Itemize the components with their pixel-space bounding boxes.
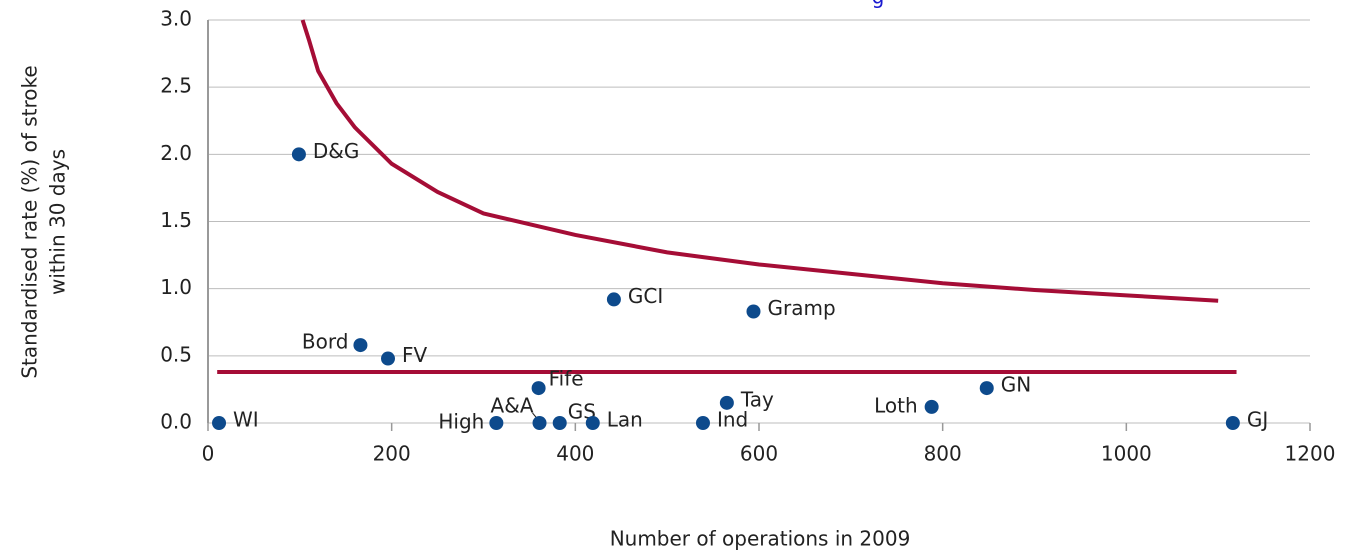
data-point <box>1225 416 1240 430</box>
x-tick-label: 1200 <box>1285 442 1336 466</box>
point-label: Fife <box>549 367 584 391</box>
point-label: Gramp <box>767 296 835 320</box>
x-tick-label: 200 <box>373 442 411 466</box>
data-point <box>924 399 939 414</box>
data-point <box>291 147 306 162</box>
y-tick-label: 2.0 <box>160 141 192 165</box>
data-point <box>695 416 710 430</box>
data-point <box>353 338 368 353</box>
y-axis-label-line: within 30 days <box>46 149 70 295</box>
x-tick-label: 600 <box>740 442 778 466</box>
point-label: FV <box>402 343 428 367</box>
point-label: GJ <box>1247 408 1268 432</box>
point-label: D&G <box>313 139 360 163</box>
y-tick-label: 0.0 <box>160 410 192 434</box>
data-point <box>585 416 600 430</box>
x-tick-label: 1000 <box>1101 442 1152 466</box>
y-axis-label-line: Standardised rate (%) of stroke <box>18 65 42 378</box>
x-tick-label: 0 <box>202 442 215 466</box>
point-label: Lan <box>607 408 643 432</box>
point-label: WI <box>233 408 259 432</box>
y-tick-label: 0.5 <box>160 342 192 366</box>
point-label: Tay <box>740 387 774 411</box>
y-tick-label: 1.5 <box>160 208 192 232</box>
data-point <box>552 416 567 430</box>
y-tick-label: 1.0 <box>160 275 192 299</box>
data-point <box>719 395 734 410</box>
data-point <box>746 304 761 319</box>
point-label: High <box>438 410 484 434</box>
point-label: GN <box>1001 373 1031 397</box>
data-point <box>531 381 546 396</box>
x-tick-label: 800 <box>924 442 962 466</box>
data-point <box>979 381 994 396</box>
point-label: GCI <box>628 284 663 308</box>
x-axis-label: Number of operations in 2009 <box>610 527 911 551</box>
data-point <box>380 351 395 366</box>
limit-line <box>300 19 1219 303</box>
x-tick-label: 400 <box>556 442 594 466</box>
chart-title: g <box>872 0 885 9</box>
point-label: Ind <box>717 408 748 432</box>
y-tick-label: 3.0 <box>160 7 192 31</box>
point-label: Loth <box>874 393 918 417</box>
y-tick-label: 2.5 <box>160 74 192 98</box>
data-point <box>532 416 547 430</box>
point-label: A&A <box>491 394 534 418</box>
data-point <box>606 292 621 307</box>
point-label: Bord <box>302 330 349 354</box>
data-point <box>212 416 227 430</box>
data-point <box>489 416 504 430</box>
y-axis-label: Standardised rate (%) of stroke within 3… <box>18 65 70 378</box>
